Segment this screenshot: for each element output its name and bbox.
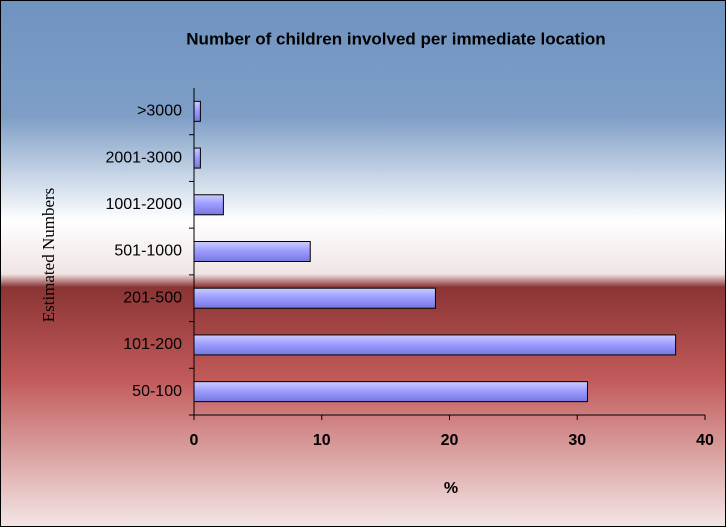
x-tick-label: 20: [441, 432, 459, 449]
y-tick-label: 501-1000: [114, 243, 182, 260]
bar: [193, 100, 201, 122]
y-tick-label: >3000: [137, 103, 182, 120]
x-tick-label: 40: [696, 432, 714, 449]
bar: [193, 334, 677, 356]
bar: [193, 381, 588, 403]
x-axis-label: %: [444, 480, 458, 497]
x-tick-label: 10: [313, 432, 331, 449]
y-tick-label: 50-100: [132, 383, 182, 400]
chart-title: Number of children involved per immediat…: [186, 29, 605, 48]
y-tick-label: 201-500: [123, 289, 182, 306]
bar: [193, 241, 311, 262]
x-tick-label: 30: [568, 432, 586, 449]
x-tick-label: 0: [190, 432, 199, 449]
y-tick-label: 2001-3000: [105, 149, 182, 166]
y-axis-label: Estimated Numbers: [39, 188, 58, 323]
bar: [193, 194, 224, 216]
y-tick-label: 1001-2000: [105, 196, 182, 213]
y-tick-label: 101-200: [123, 336, 182, 353]
bar: [193, 147, 201, 169]
bar: [193, 287, 436, 309]
